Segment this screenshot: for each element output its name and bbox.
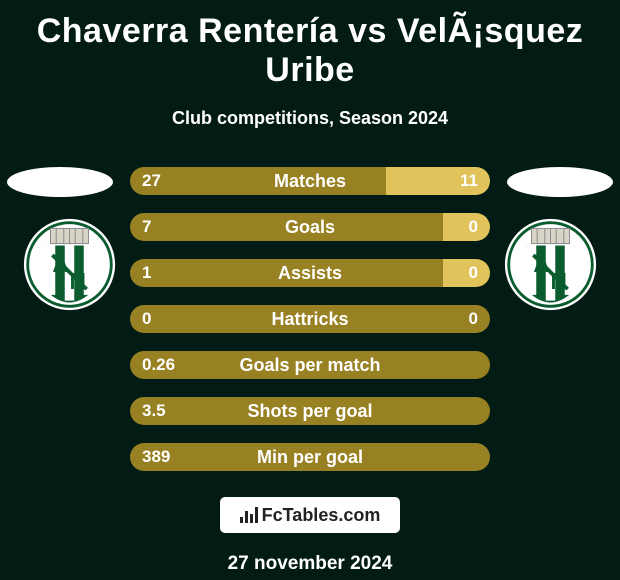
page-title: Chaverra Rentería vs VelÃ¡squez Uribe (0, 0, 620, 90)
player1-bar-segment (130, 259, 443, 287)
player1-club-logo: A N (22, 217, 117, 312)
stat-row: 10Assists (130, 259, 490, 287)
stat-row: 0.26Goals per match (130, 351, 490, 379)
comparison-panel: A N A N 2711Matches 70Goals 10Assists 00Hat… (0, 167, 620, 575)
player2-club-logo: A N (503, 217, 598, 312)
branding-label: FcTables.com (262, 505, 381, 526)
branding-text: FcTables.com (240, 505, 381, 526)
player1-bar-segment (130, 443, 490, 471)
player2-bar-segment (386, 167, 490, 195)
player2-bar-segment (443, 259, 490, 287)
player1-bar-segment (130, 167, 386, 195)
player2-bar-segment (443, 213, 490, 241)
stat-rows: 2711Matches 70Goals 10Assists 00Hattricks 0.… (130, 167, 490, 471)
player1-bar-segment (130, 397, 490, 425)
stat-row: 70Goals (130, 213, 490, 241)
player1-bar-segment (130, 351, 490, 379)
branding-badge: FcTables.com (220, 497, 400, 533)
stat-row: 3.5Shots per goal (130, 397, 490, 425)
player1-bar-segment (130, 305, 490, 333)
player1-ellipse (7, 167, 113, 197)
date-label: 27 november 2024 (0, 553, 620, 575)
subtitle: Club competitions, Season 2024 (0, 108, 620, 129)
player2-ellipse (507, 167, 613, 197)
stat-row: 389Min per goal (130, 443, 490, 471)
stat-row: 00Hattricks (130, 305, 490, 333)
bar-chart-icon (240, 507, 258, 523)
stat-row: 2711Matches (130, 167, 490, 195)
player1-bar-segment (130, 213, 443, 241)
